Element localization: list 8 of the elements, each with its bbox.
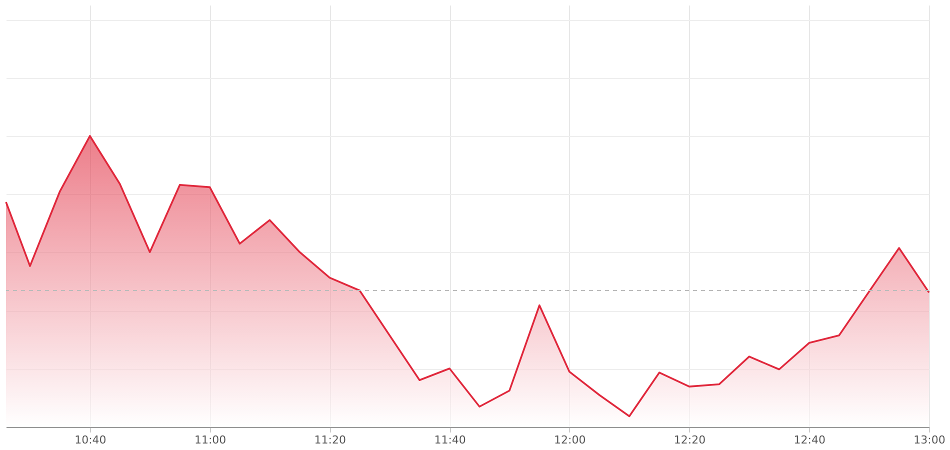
x-tick-label: 12:40 xyxy=(794,434,826,446)
x-tick-label: 11:40 xyxy=(434,434,466,446)
x-tick-label: 11:00 xyxy=(194,434,226,446)
x-tick-label: 13:00 xyxy=(914,434,946,446)
x-tick-label: 10:40 xyxy=(74,434,106,446)
x-tick-label: 11:20 xyxy=(314,434,346,446)
x-tick-label: 12:00 xyxy=(554,434,586,446)
x-tick-label: 12:20 xyxy=(674,434,706,446)
